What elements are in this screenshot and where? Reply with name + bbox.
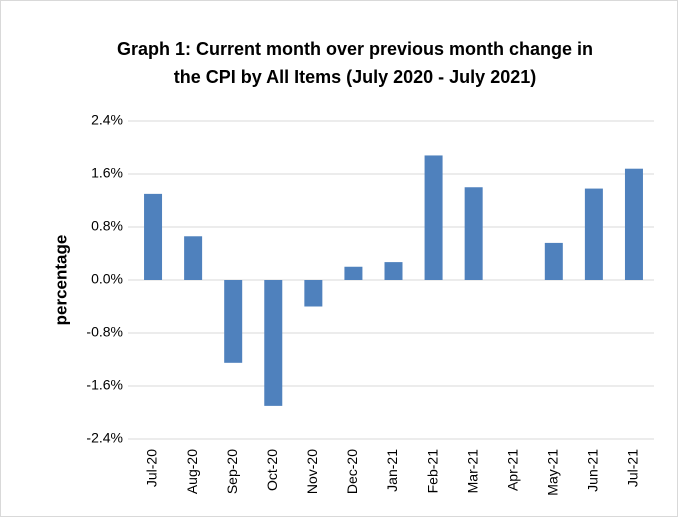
bar [464,187,483,280]
x-tick-label: Aug-20 [184,449,200,494]
bar [184,236,203,280]
x-tick-label: Oct-20 [264,449,280,491]
x-tick-label: Jul-21 [625,449,641,487]
y-tick-label: -2.4% [86,430,123,446]
x-tick-label: Sep-20 [224,449,240,494]
bar [344,266,363,280]
y-tick-label: 2.4% [91,112,123,128]
x-tick-label: Feb-21 [424,449,440,494]
chart-title: the CPI by All Items (July 2020 - July 2… [174,67,536,87]
bar [264,280,283,406]
y-tick-label: 0.8% [91,218,123,234]
x-tick-label: Mar-21 [464,449,480,494]
x-tick-label: Jul-20 [144,449,160,487]
x-tick-label: Dec-20 [344,449,360,494]
x-tick-label: Jun-21 [585,449,601,492]
y-tick-label: 1.6% [91,165,123,181]
x-tick-label: May-21 [545,449,561,496]
y-tick-label: -0.8% [86,324,123,340]
y-axis-label: percentage [51,235,70,326]
bar [584,188,603,280]
y-tick-label: -1.6% [86,377,123,393]
chart-title: Graph 1: Current month over previous mon… [117,39,593,59]
bar [544,242,563,280]
x-tick-label: Nov-20 [304,449,320,494]
x-tick-label: Jan-21 [384,449,400,492]
x-tick-label: Apr-21 [504,449,520,491]
bar [224,280,243,363]
bar [424,155,443,280]
bar [384,262,403,280]
y-tick-label: 0.0% [91,271,123,287]
bar [624,168,643,280]
bar [304,280,323,307]
bar [144,193,163,280]
